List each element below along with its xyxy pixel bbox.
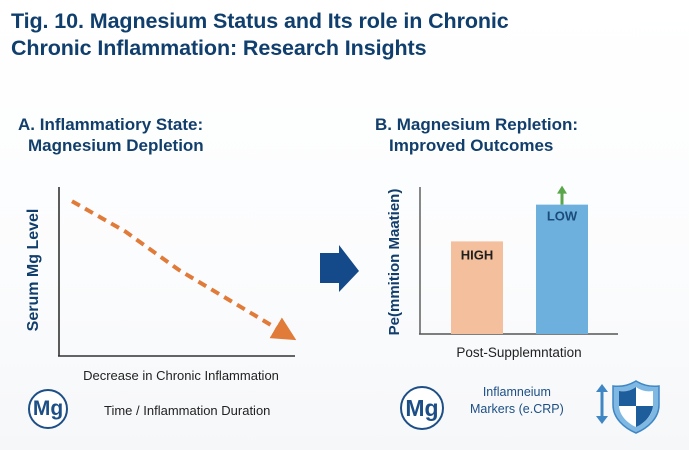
bar-label-high: HIGH [461, 247, 494, 262]
bar-high [451, 241, 503, 334]
up-down-arrow-icon [596, 384, 608, 424]
right-arrow-icon [320, 245, 359, 292]
panel-a-y-label: Serum Mg Level [25, 209, 42, 332]
panel-a-chart: Serum Mg Level Decrease in Chronic Infla… [25, 187, 297, 383]
panel-b-y-label: Pe(mmition Maatien) [386, 189, 403, 336]
panel-b-x-label: Post-Supplemntation [456, 345, 581, 360]
shield-icon [612, 380, 660, 434]
up-arrow-icon [557, 185, 567, 205]
panel-b-chart: HIGH LOW Pe(mmition Maatien) Post-Supple… [386, 185, 618, 360]
mg-badge-b: Mg [400, 386, 444, 430]
panel-b-title-line1: B. Magnesium Repletion: [375, 115, 579, 134]
figure-title: Tig. 10. Magnesium Status and Its role i… [11, 8, 509, 62]
panel-a-x-label: Decrease in Chronic Inflammation [83, 368, 279, 383]
markers-line1: Inflamneium [482, 385, 551, 399]
panel-a-title-line1: A. Inflammatiory State: [18, 115, 204, 134]
figure-title-line2: Chronic Inflammation: Research Insights [11, 36, 427, 60]
panel-a-title-line2: Magnesium Depletion [28, 136, 204, 155]
mg-badge-a: Mg [28, 389, 68, 429]
markers-line2: Markers (e.CRP) [470, 402, 564, 416]
panel-b-title-line2: Improved Outcomes [389, 136, 554, 155]
trend-line [71, 199, 297, 341]
time-duration-label: Time / Inflammation Duration [104, 403, 271, 418]
bar-low [536, 204, 588, 334]
bar-label-low: LOW [547, 209, 578, 224]
inflammation-markers-label: Inflamneium Markers (e.CRP) [470, 384, 564, 418]
figure-title-line1: Tig. 10. Magnesium Status and Its role i… [11, 9, 509, 33]
